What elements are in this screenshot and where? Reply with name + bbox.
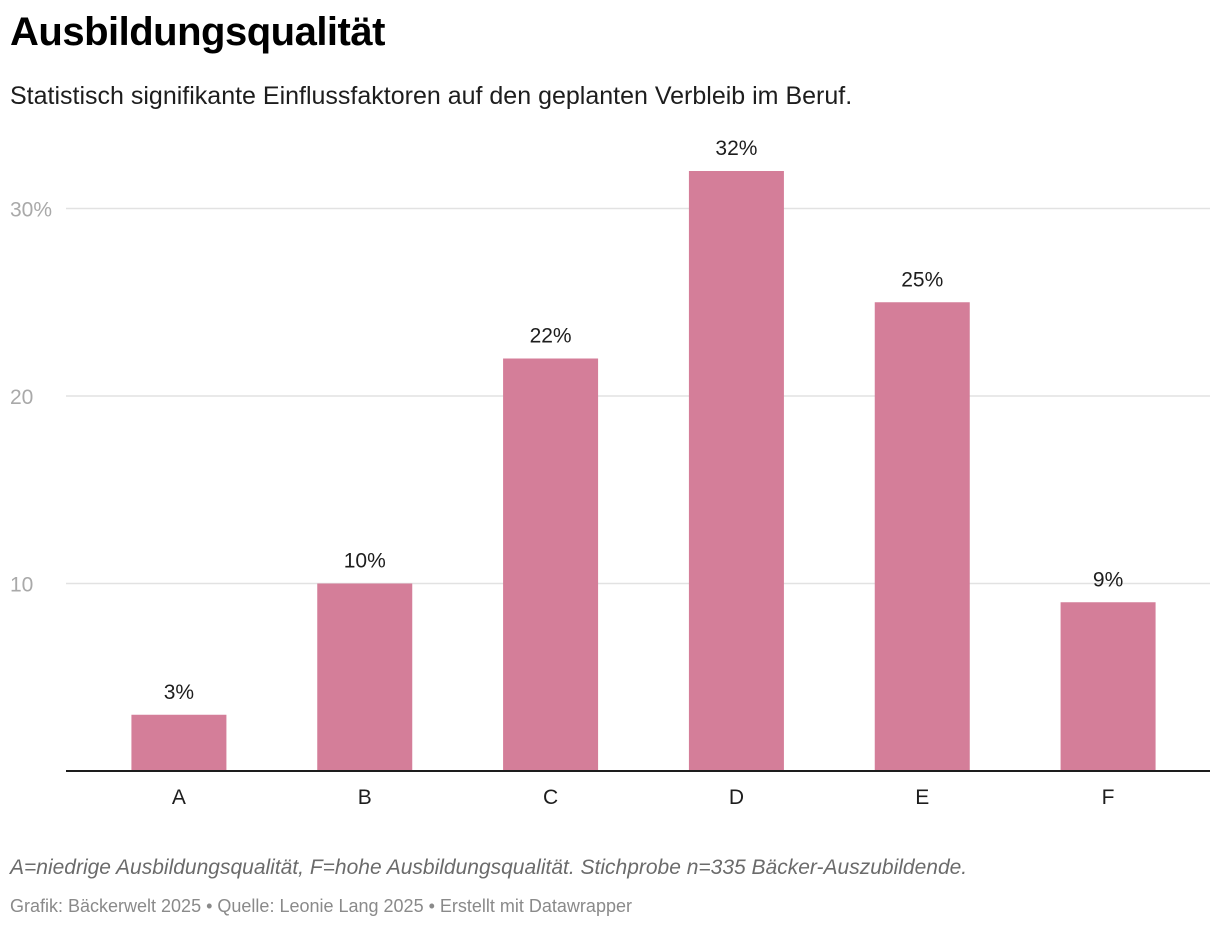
- credit-separator: •: [423, 896, 440, 916]
- x-tick-label: D: [729, 786, 744, 809]
- y-tick-label: 20: [10, 386, 33, 409]
- x-tick-label: C: [543, 786, 558, 809]
- bar-layer: [131, 171, 1156, 771]
- bar-e: [874, 302, 970, 771]
- credit-tool: Erstellt mit Datawrapper: [439, 896, 632, 916]
- bar-c: [503, 358, 599, 771]
- value-label: 25%: [901, 268, 943, 291]
- credit-source: Quelle: Leonie Lang 2025: [217, 896, 424, 916]
- credit-graphic: Grafik: Bäckerwelt 2025: [10, 896, 202, 916]
- bar-d: [688, 171, 784, 771]
- value-label: 3%: [164, 681, 194, 704]
- x-tick-label: B: [358, 786, 372, 809]
- chart-subtitle: Statistisch signifikante Einflussfaktore…: [10, 82, 853, 110]
- x-tick-label: F: [1102, 786, 1115, 809]
- value-label: 32%: [715, 137, 757, 160]
- x-tick-label: E: [915, 786, 929, 809]
- value-label: 22%: [530, 325, 572, 348]
- x-tick-label: A: [172, 786, 186, 809]
- label-layer: 3% A 10% B 22% C 32% D 25% E 9% F: [164, 137, 1124, 809]
- credits: Grafik: Bäckerwelt 2025 • Quelle: Leonie…: [10, 896, 632, 917]
- chart-title: Ausbildungsqualität: [10, 10, 385, 54]
- value-label: 10%: [344, 550, 386, 573]
- bar-b: [317, 583, 413, 771]
- bar-chart: 10 20 30% 3% A 10% B 22% C 32% D 25% E 9% F: [10, 137, 1210, 809]
- footnote: A=niedrige Ausbildungsqualität, F=hohe A…: [10, 856, 968, 879]
- value-label: 9%: [1093, 568, 1123, 591]
- bar-f: [1060, 602, 1156, 771]
- y-tick-label: 30%: [10, 199, 52, 222]
- grid-layer: 10 20 30%: [10, 199, 1210, 597]
- y-tick-label: 10: [10, 574, 33, 597]
- credit-separator: •: [201, 896, 218, 916]
- bar-a: [131, 714, 227, 771]
